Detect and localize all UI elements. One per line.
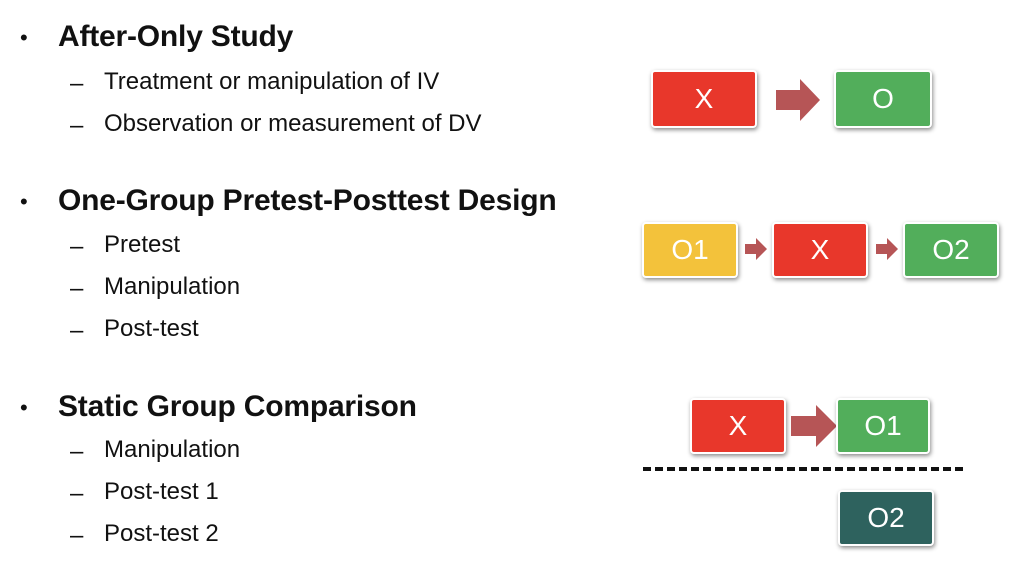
sub-item: Pretest xyxy=(104,231,181,258)
bullet-dot: • xyxy=(20,189,28,214)
heading-static-group-comparison: Static Group Comparison xyxy=(58,390,417,423)
dash-marker: – xyxy=(70,480,84,507)
arrow-right-icon xyxy=(776,79,820,121)
sub-item: Treatment or manipulation of IV xyxy=(104,68,440,95)
sub-item: Manipulation xyxy=(104,436,241,463)
treatment-box: X xyxy=(690,398,786,454)
sub-item: Manipulation xyxy=(104,273,241,300)
posttest-box: O2 xyxy=(903,222,999,278)
dash-marker: – xyxy=(70,438,84,465)
observation-2-box: O2 xyxy=(838,490,934,546)
observation-box: O xyxy=(834,70,932,128)
heading-after-only-study: After-Only Study xyxy=(58,20,294,53)
dash-marker: – xyxy=(70,112,84,139)
pretest-box: O1 xyxy=(642,222,738,278)
heading-one-group-pretest-posttest: One-Group Pretest-Posttest Design xyxy=(58,184,557,217)
treatment-box: X xyxy=(651,70,757,128)
bullet-dot: • xyxy=(20,25,28,50)
dash-marker: – xyxy=(70,275,84,302)
dash-marker: – xyxy=(70,522,84,549)
group-divider-dashed-line xyxy=(643,467,963,471)
arrow-right-icon xyxy=(745,238,767,260)
sub-item: Post-test 2 xyxy=(104,520,219,547)
observation-1-box: O1 xyxy=(836,398,930,454)
dash-marker: – xyxy=(70,70,84,97)
sub-item: Post-test 1 xyxy=(104,478,219,505)
sub-item: Post-test xyxy=(104,315,199,342)
sub-item: Observation or measurement of DV xyxy=(104,110,482,137)
dash-marker: – xyxy=(70,233,84,260)
bullet-dot: • xyxy=(20,395,28,420)
arrow-right-icon xyxy=(876,238,898,260)
treatment-box: X xyxy=(772,222,868,278)
dash-marker: – xyxy=(70,317,84,344)
arrow-right-icon xyxy=(791,405,837,447)
